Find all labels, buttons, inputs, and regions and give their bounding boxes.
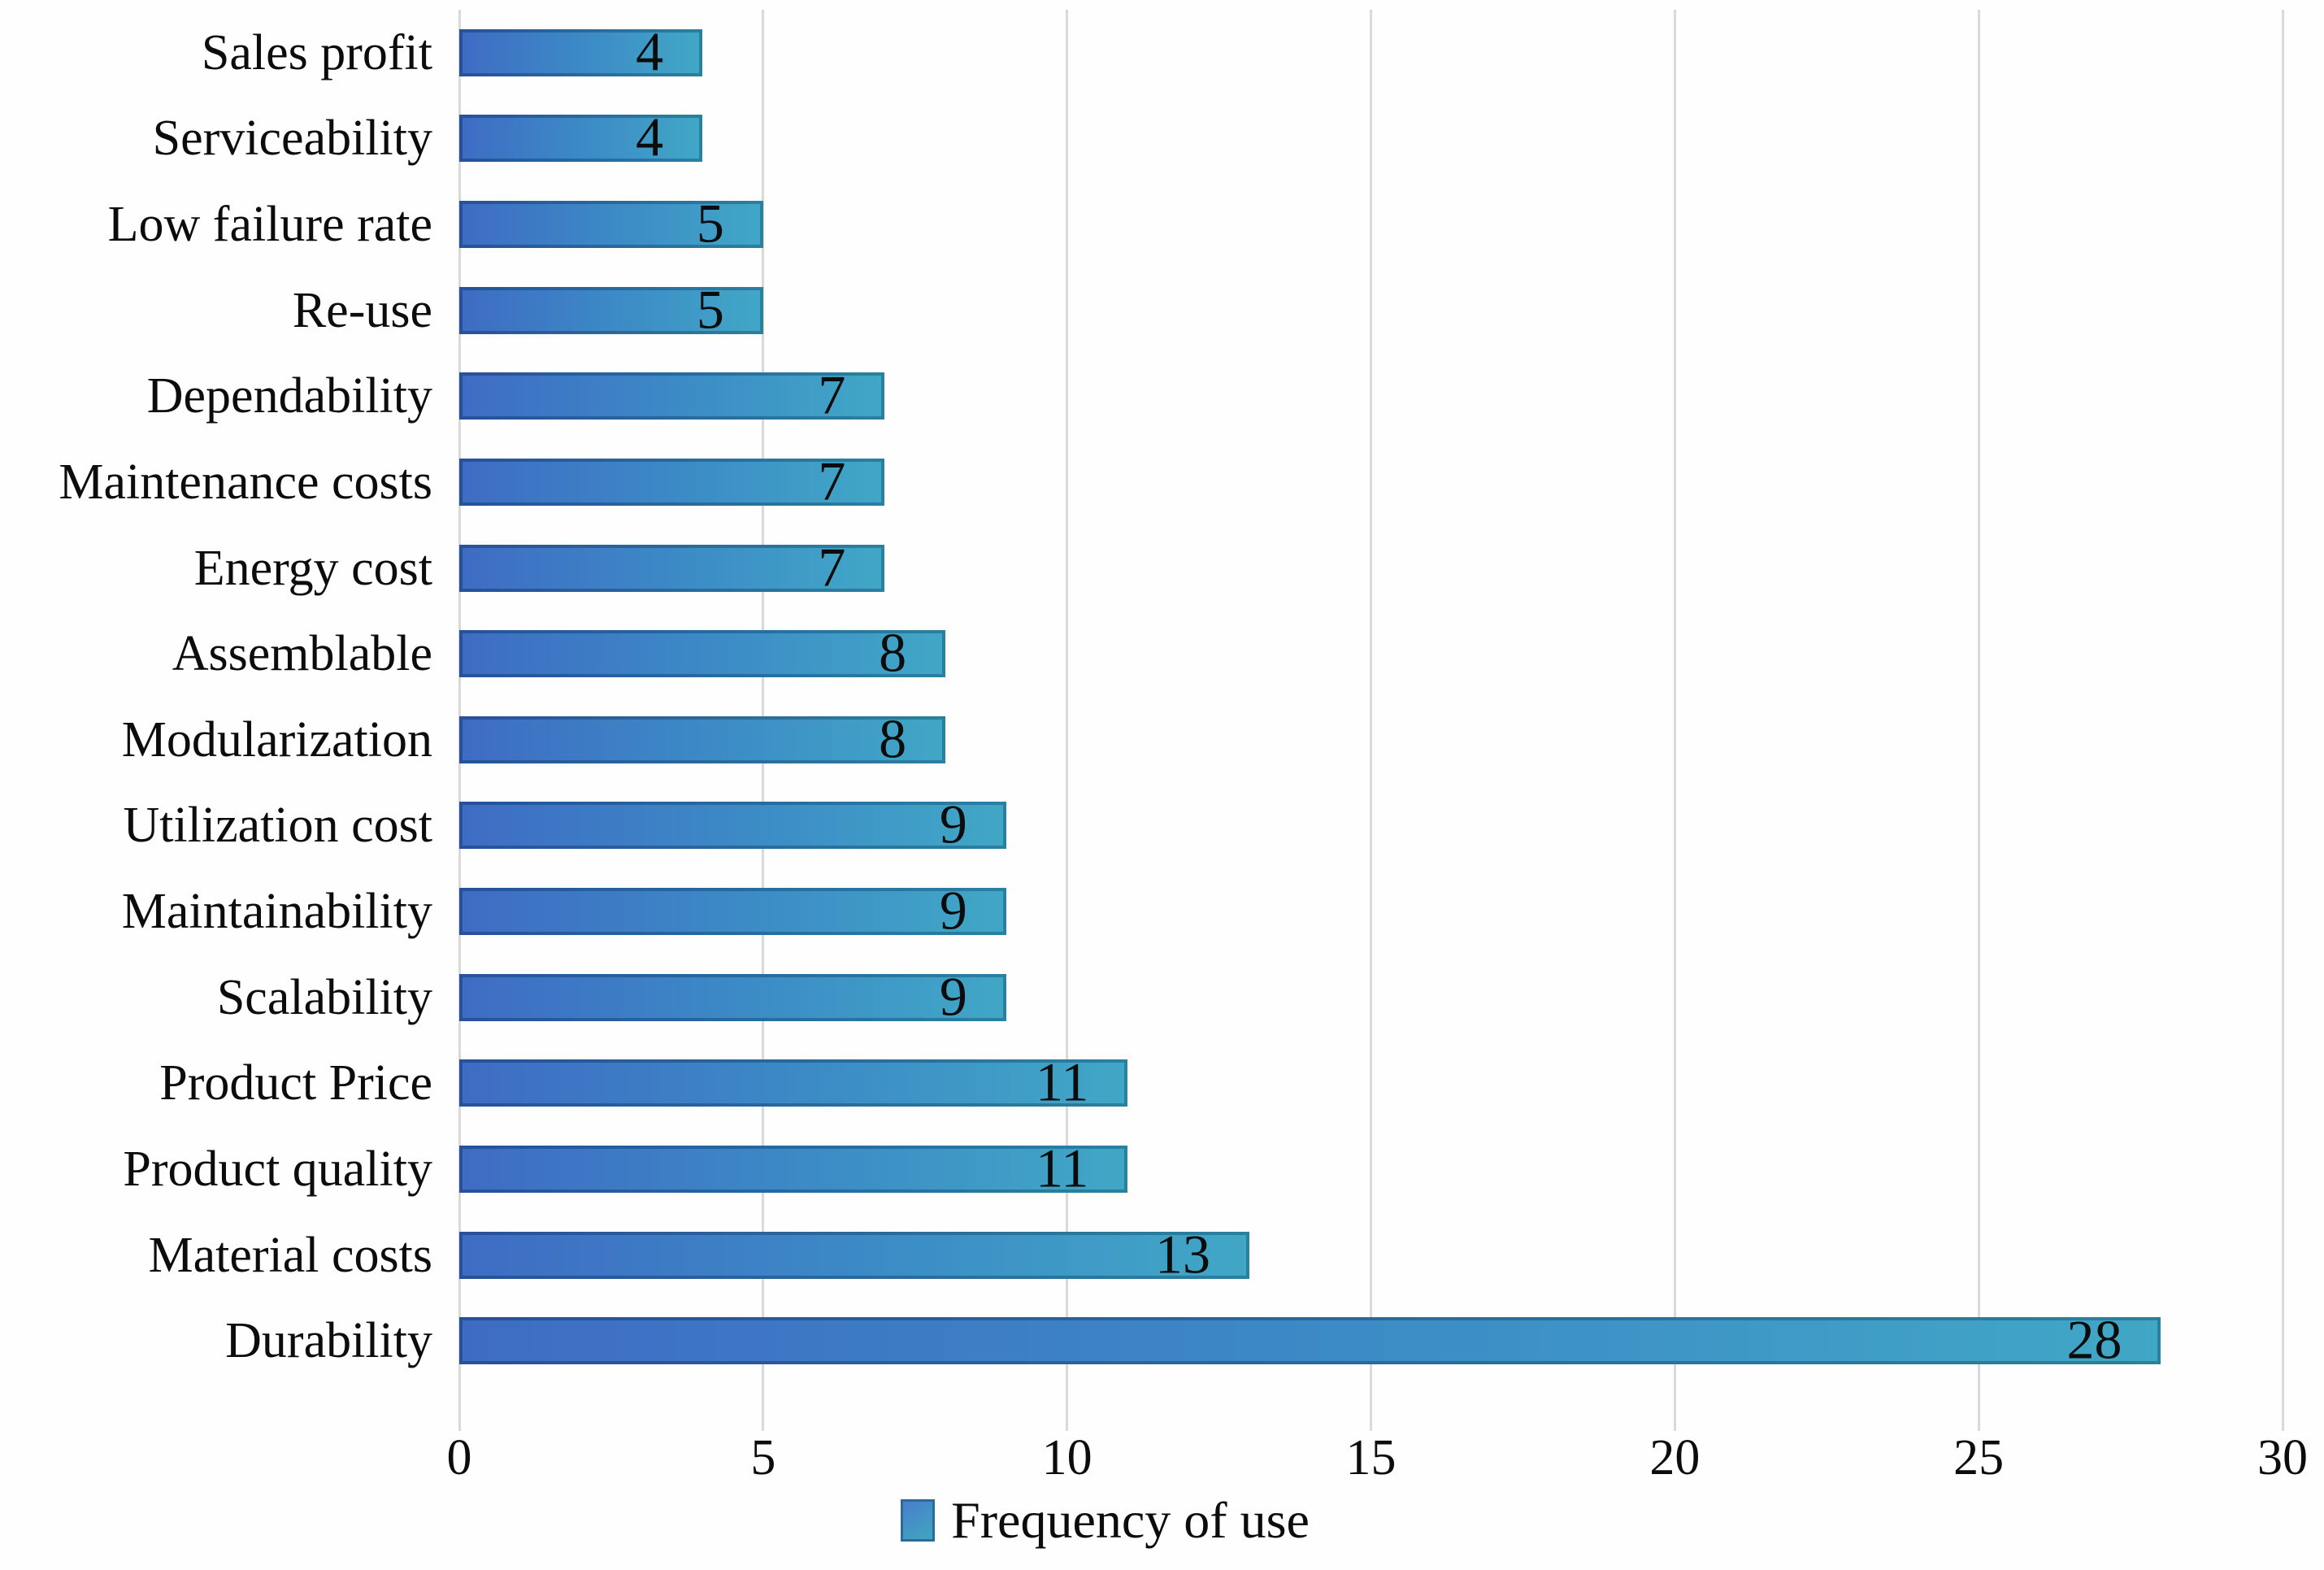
value-label: 4 xyxy=(636,20,664,83)
category-label: Modularization xyxy=(121,711,432,768)
bars-container: 4 4 5 5 7 7 7 8 8 9 9 9 11 11 13 28 xyxy=(459,10,2283,1384)
legend: Frequency of use xyxy=(0,1494,2267,1546)
category-label: Sales profit xyxy=(201,24,432,80)
bar: 7 xyxy=(459,367,885,423)
bar: 28 xyxy=(459,1312,2161,1368)
category-label: Serviceability xyxy=(152,111,432,167)
x-tick-label: 10 xyxy=(1041,1430,1092,1485)
value-label: 13 xyxy=(1154,1223,1210,1285)
category-label: Assemblable xyxy=(172,626,432,682)
value-label: 11 xyxy=(1035,1050,1089,1113)
x-tick-label: 15 xyxy=(1345,1430,1397,1485)
gridline xyxy=(1370,10,1372,1431)
value-label: 7 xyxy=(818,363,846,426)
value-label: 11 xyxy=(1035,1137,1089,1199)
x-axis: 0 5 10 15 20 25 30 xyxy=(0,1433,2324,1491)
category-label: Low failure rate xyxy=(107,197,432,253)
value-label: 8 xyxy=(879,707,907,770)
category-label: Durability xyxy=(225,1313,432,1369)
bar: 11 xyxy=(459,1055,1128,1110)
gridline xyxy=(1066,10,1069,1431)
gridline xyxy=(2281,10,2284,1431)
category-axis: Sales profit Serviceability Low failure ra… xyxy=(0,10,432,1384)
bar: 9 xyxy=(459,968,1006,1024)
category-label: Maintainability xyxy=(121,884,432,940)
category-label: Material costs xyxy=(148,1227,432,1283)
bar: 7 xyxy=(459,454,885,509)
value-label: 8 xyxy=(879,621,907,684)
category-label: Re-use xyxy=(292,282,432,338)
bar: 5 xyxy=(459,281,763,337)
bar: 13 xyxy=(459,1226,1249,1281)
bar: 7 xyxy=(459,539,885,594)
x-tick-label: 0 xyxy=(446,1430,472,1485)
bar: 4 xyxy=(459,24,703,79)
x-tick-label: 20 xyxy=(1649,1430,1701,1485)
value-label: 7 xyxy=(818,450,846,512)
bar: 4 xyxy=(459,110,703,165)
category-label: Product quality xyxy=(123,1141,432,1197)
gridline xyxy=(1977,10,1980,1431)
bar: 8 xyxy=(459,625,946,681)
category-label: Maintenance costs xyxy=(59,454,432,510)
x-tick-label: 5 xyxy=(750,1430,776,1485)
x-tick-label: 30 xyxy=(2257,1430,2308,1485)
value-label: 9 xyxy=(939,794,967,856)
value-label: 9 xyxy=(939,965,967,1028)
value-label: 4 xyxy=(636,107,664,169)
gridline xyxy=(1673,10,1676,1431)
bar: 8 xyxy=(459,711,946,766)
legend-label: Frequency of use xyxy=(951,1491,1310,1549)
category-label: Energy cost xyxy=(193,540,432,596)
x-tick-label: 25 xyxy=(1953,1430,2005,1485)
category-label: Scalability xyxy=(216,969,432,1025)
value-label: 28 xyxy=(2066,1308,2122,1371)
bar: 9 xyxy=(459,797,1006,852)
category-label: Dependability xyxy=(146,368,432,424)
category-label: Utilization cost xyxy=(123,798,432,854)
value-label: 5 xyxy=(696,192,724,254)
bar: 9 xyxy=(459,883,1006,938)
value-label: 9 xyxy=(939,879,967,942)
legend-swatch-icon xyxy=(901,1499,936,1542)
bar: 11 xyxy=(459,1141,1128,1196)
value-label: 5 xyxy=(696,278,724,341)
category-label: Product Price xyxy=(159,1055,432,1111)
value-label: 7 xyxy=(818,536,846,598)
bar: 5 xyxy=(459,196,763,251)
